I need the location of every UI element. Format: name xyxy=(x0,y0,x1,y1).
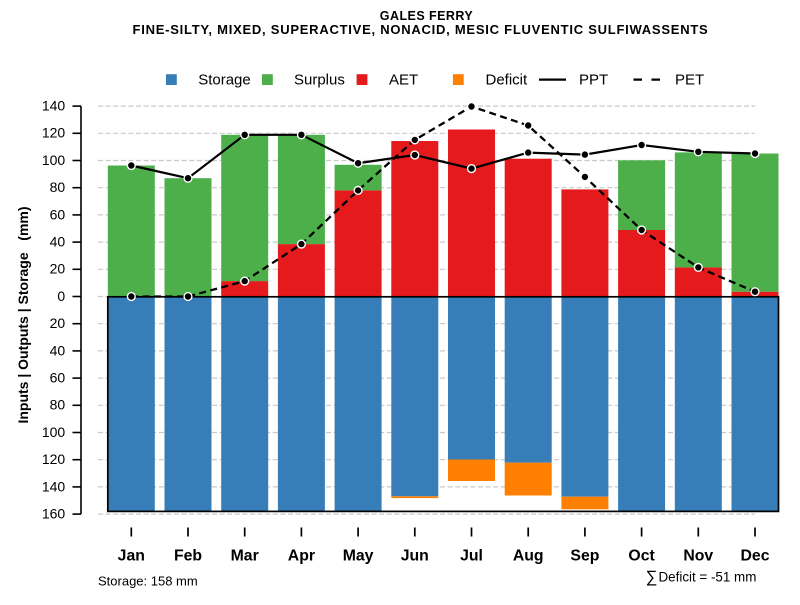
svg-text:Storage: Storage xyxy=(198,72,251,89)
svg-text:Feb: Feb xyxy=(174,547,202,564)
svg-text:Surplus: Surplus xyxy=(294,72,345,89)
svg-text:FINE-SILTY, MIXED, SUPERACTIVE: FINE-SILTY, MIXED, SUPERACTIVE, NONACID,… xyxy=(133,22,709,37)
svg-text:May: May xyxy=(343,547,374,564)
svg-text:100: 100 xyxy=(42,424,66,440)
svg-text:160: 160 xyxy=(42,506,66,522)
svg-text:Aug: Aug xyxy=(513,547,544,564)
svg-text:0: 0 xyxy=(57,288,65,304)
svg-text:60: 60 xyxy=(50,370,66,386)
svg-text:Inputs | Outputs | Storage (: Inputs | Outputs | Storage (mm) xyxy=(15,206,31,423)
svg-text:Dec: Dec xyxy=(741,547,770,564)
svg-text:Apr: Apr xyxy=(288,547,315,564)
svg-text:Deficit: Deficit xyxy=(486,72,529,89)
svg-text:80: 80 xyxy=(50,179,66,195)
svg-text:120: 120 xyxy=(42,451,66,467)
svg-text:Storage: 158 mm: Storage: 158 mm xyxy=(98,574,198,589)
svg-text:Oct: Oct xyxy=(628,547,655,564)
svg-text:GALES FERRY: GALES FERRY xyxy=(380,9,474,23)
svg-text:80: 80 xyxy=(50,397,66,413)
svg-text:100: 100 xyxy=(42,152,66,168)
svg-text:∑: ∑ xyxy=(646,568,658,586)
svg-text:Deficit = -51 mm: Deficit = -51 mm xyxy=(659,569,757,584)
svg-text:Sep: Sep xyxy=(570,547,599,564)
svg-text:Jan: Jan xyxy=(118,547,145,564)
svg-text:40: 40 xyxy=(50,234,66,250)
svg-text:Jun: Jun xyxy=(401,547,429,564)
svg-text:140: 140 xyxy=(42,98,66,114)
svg-text:Nov: Nov xyxy=(683,547,713,564)
svg-text:20: 20 xyxy=(50,315,66,331)
svg-text:40: 40 xyxy=(50,342,66,358)
svg-text:PET: PET xyxy=(675,72,704,89)
svg-text:Mar: Mar xyxy=(231,547,259,564)
svg-text:PPT: PPT xyxy=(579,72,608,89)
svg-text:120: 120 xyxy=(42,125,66,141)
svg-text:Jul: Jul xyxy=(460,547,483,564)
svg-text:AET: AET xyxy=(389,72,418,89)
svg-text:20: 20 xyxy=(50,261,66,277)
svg-text:60: 60 xyxy=(50,206,66,222)
svg-text:140: 140 xyxy=(42,478,66,494)
